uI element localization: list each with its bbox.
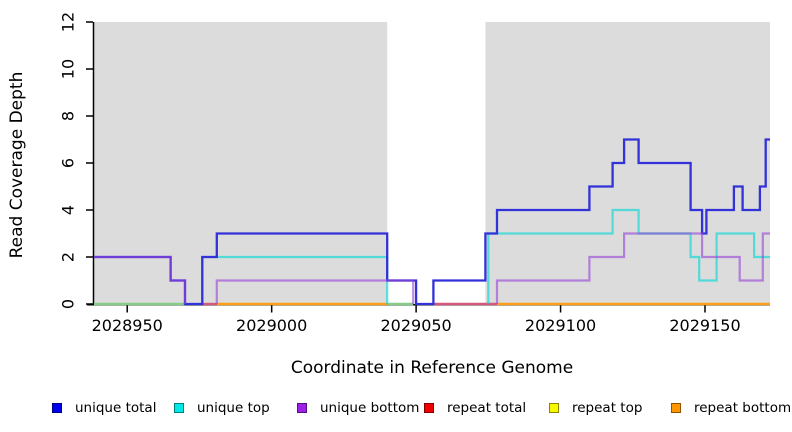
white-band-region [387, 22, 486, 304]
legend-item-unique-bottom: unique bottom [297, 399, 419, 417]
legend-swatch-icon [671, 403, 681, 413]
x-tick-label: 2029150 [669, 316, 740, 335]
legend-swatch-icon [174, 403, 184, 413]
legend-item-unique-top: unique top [174, 399, 270, 417]
legend-item-unique-total: unique total [52, 399, 156, 417]
y-tick-label: 10 [59, 59, 78, 79]
x-tick-label: 2028950 [92, 316, 163, 335]
legend-label: repeat bottom [694, 400, 792, 416]
x-tick-label: 2029050 [380, 316, 451, 335]
y-tick-label: 8 [59, 111, 78, 121]
legend-swatch-icon [52, 403, 62, 413]
legend-label: unique bottom [320, 400, 420, 416]
legend: unique total unique top unique bottom repea… [0, 399, 792, 421]
legend-label: unique total [75, 400, 157, 416]
y-axis-title: Read Coverage Depth [7, 71, 27, 259]
y-tick-label: 2 [59, 252, 78, 262]
legend-item-repeat-bottom: repeat bottom [671, 399, 791, 417]
legend-label: unique top [197, 400, 270, 416]
legend-item-repeat-top: repeat top [549, 399, 642, 417]
plot-area: 0 2 4 6 8 10 12 2028950 2029000 2029050 2029100 202… [59, 12, 770, 335]
series-unique-bottom [94, 232, 770, 304]
series-unique-total [94, 138, 770, 306]
legend-label: repeat top [572, 400, 643, 416]
legend-label: repeat total [447, 400, 527, 416]
legend-swatch-icon [424, 403, 434, 413]
y-tick-label: 4 [59, 205, 78, 215]
legend-item-repeat-total: repeat total [424, 399, 526, 417]
legend-swatch-icon [549, 403, 559, 413]
x-tick-label: 2029100 [525, 316, 596, 335]
x-tick-label: 2029000 [236, 316, 307, 335]
y-tick-label: 6 [59, 158, 78, 168]
y-tick-label: 0 [59, 299, 78, 309]
y-tick-label: 12 [59, 12, 78, 32]
x-axis-title: Coordinate in Reference Genome [290, 358, 574, 378]
legend-swatch-icon [297, 403, 307, 413]
